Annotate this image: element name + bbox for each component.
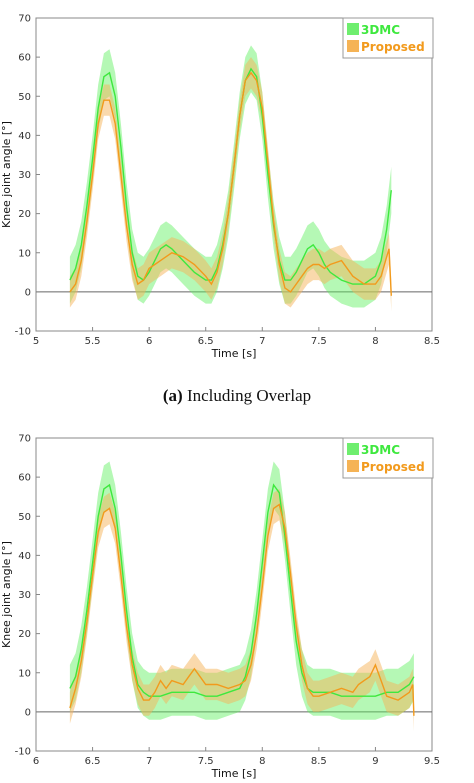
legend-swatch-1: [347, 40, 359, 52]
y-tick-label: 0: [25, 287, 31, 298]
x-tick-label: 8.5: [424, 336, 440, 347]
series-band-1: [69, 57, 392, 312]
x-tick-label: 8: [372, 336, 378, 347]
y-tick-label: 40: [18, 551, 31, 562]
y-tick-label: 20: [18, 629, 31, 640]
x-tick-label: 5: [33, 336, 39, 347]
y-tick-label: 60: [18, 473, 31, 484]
caption-text: Including Overlap: [186, 386, 312, 405]
y-tick-label: 30: [18, 590, 31, 601]
legend-label-1: Proposed: [361, 40, 425, 54]
x-axis-label: Time [s]: [211, 767, 257, 780]
legend-swatch-0: [347, 443, 359, 455]
x-tick-label: 6.5: [85, 756, 101, 767]
knee-angle-chart-a: 5 5.5 6 6.5 7 7.5 8 8.5 -10 0 10 20 30 40 50 60 70 Time […: [0, 14, 440, 361]
y-tick-label: 70: [18, 14, 31, 25]
x-tick-label: 6: [146, 336, 152, 347]
legend-swatch-0: [347, 23, 359, 35]
series-line-0: [69, 483, 415, 697]
y-tick-label: 60: [18, 53, 31, 64]
y-tick-label: 10: [18, 248, 31, 259]
x-tick-label: 7: [146, 756, 152, 767]
legend-label-1: Proposed: [361, 460, 425, 474]
x-tick-label: 8.5: [311, 756, 327, 767]
series-band-0: [69, 45, 392, 308]
y-tick-label: 40: [18, 131, 31, 142]
legend-label-0: 3DMC: [361, 23, 400, 37]
y-tick-label: -10: [15, 747, 31, 758]
x-tick-label: 5.5: [85, 336, 101, 347]
caption-label: (a): [162, 386, 183, 405]
x-tick-label: 6: [33, 756, 39, 767]
series-line-1: [69, 503, 415, 716]
y-axis-label: Knee joint angle [°]: [0, 121, 13, 228]
series-band-1: [69, 488, 414, 732]
x-tick-label: 7.5: [198, 756, 214, 767]
series-group: [69, 45, 392, 312]
series-group: [69, 461, 415, 732]
legend-swatch-1: [347, 460, 359, 472]
knee-angle-chart-b: 6 6.5 7 7.5 8 8.5 9 9.5 -10 0 10 20 30 40 50 60 70 Time […: [0, 434, 440, 781]
x-axis-label: Time [s]: [211, 347, 257, 360]
x-tick-label: 7.5: [311, 336, 327, 347]
y-axis-label: Knee joint angle [°]: [0, 541, 13, 648]
y-tick-label: 10: [18, 668, 31, 679]
x-tick-label: 9.5: [424, 756, 440, 767]
x-tick-label: 6.5: [198, 336, 214, 347]
figure-caption: (a) Including Overlap: [0, 386, 474, 406]
x-tick-label: 7: [259, 336, 265, 347]
x-tick-label: 9: [372, 756, 378, 767]
legend-label-0: 3DMC: [361, 443, 400, 457]
y-tick-label: 0: [25, 707, 31, 718]
y-tick-label: -10: [15, 327, 31, 338]
y-tick-label: 30: [18, 170, 31, 181]
x-tick-label: 8: [259, 756, 265, 767]
series-line-1: [69, 71, 392, 296]
y-tick-label: 50: [18, 92, 31, 103]
y-tick-label: 70: [18, 434, 31, 445]
y-tick-label: 50: [18, 512, 31, 523]
y-tick-label: 20: [18, 209, 31, 220]
